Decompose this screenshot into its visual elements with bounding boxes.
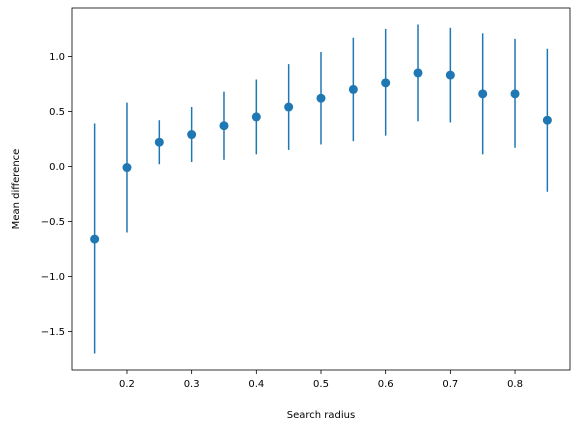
x-tick-label: 0.2 — [119, 379, 135, 390]
data-point — [542, 115, 552, 125]
data-point — [316, 93, 326, 103]
y-tick-label: −1.5 — [41, 327, 65, 338]
y-tick-label: −1.0 — [41, 272, 65, 283]
y-tick-label: 0.5 — [49, 107, 65, 118]
y-tick-label: 1.0 — [49, 52, 65, 63]
x-tick-label: 0.6 — [378, 379, 394, 390]
data-point — [284, 102, 294, 112]
data-point — [251, 112, 261, 122]
y-axis-ticks: −1.5 −1.0 −0.5 0.0 0.5 1.0 — [41, 52, 72, 338]
data-point — [381, 78, 391, 88]
x-axis-ticks: 0.2 0.3 0.4 0.5 0.6 0.7 0.8 — [119, 370, 523, 390]
x-tick-label: 0.4 — [248, 379, 264, 390]
x-tick-label: 0.5 — [313, 379, 329, 390]
y-tick-label: −0.5 — [41, 217, 65, 228]
x-tick-label: 0.7 — [442, 379, 458, 390]
data-point — [122, 163, 132, 173]
data-point — [154, 137, 164, 147]
x-tick-label: 0.8 — [507, 379, 523, 390]
data-point — [187, 130, 197, 140]
data-point — [510, 89, 520, 99]
data-point — [348, 84, 358, 94]
y-tick-label: 0.0 — [49, 162, 65, 173]
y-axis-label: Mean difference — [11, 149, 22, 230]
data-point — [219, 121, 229, 131]
data-point — [90, 234, 100, 244]
data-point — [413, 68, 423, 78]
x-axis-label: Search radius — [287, 410, 355, 421]
plot-area — [90, 24, 552, 354]
data-point — [478, 89, 488, 99]
x-tick-label: 0.3 — [184, 379, 200, 390]
data-point — [445, 70, 455, 80]
